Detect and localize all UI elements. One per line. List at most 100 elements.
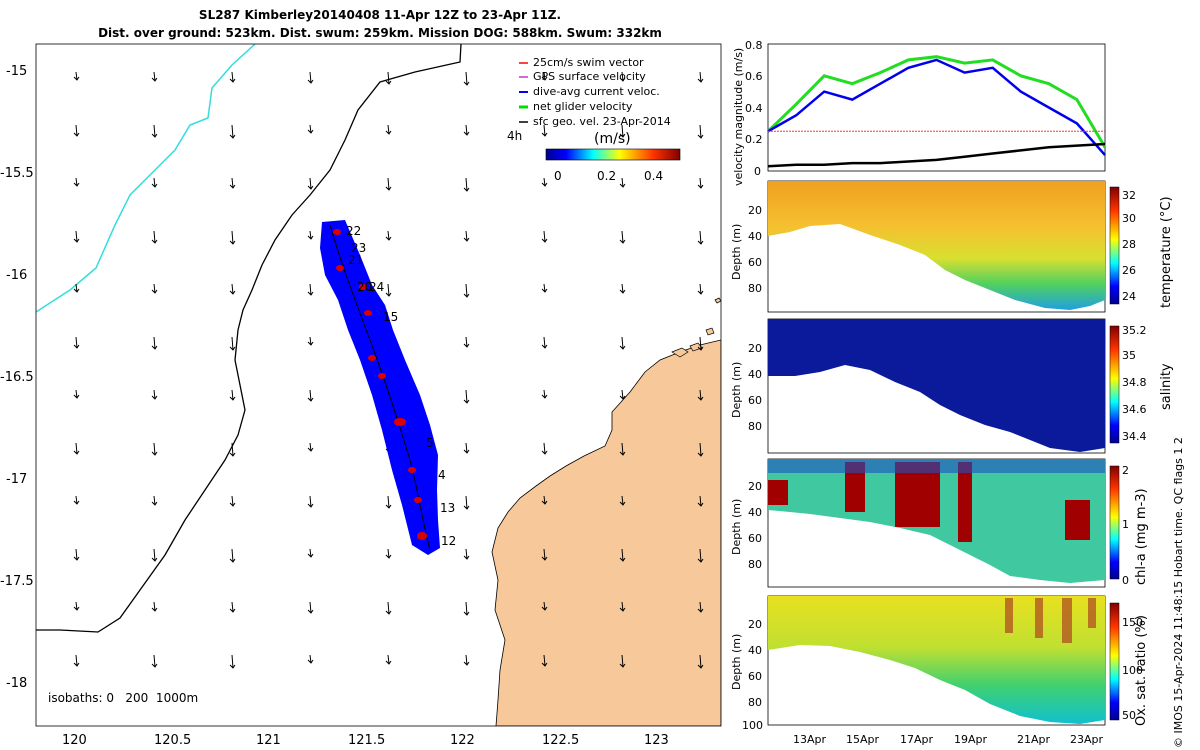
velocity-arrow [541, 495, 548, 505]
velocity-arrow [619, 124, 626, 138]
velocity-arrow [619, 548, 626, 562]
velocity-arrow [73, 230, 80, 243]
date-tick: 13Apr [793, 733, 827, 746]
isobath-1000m [36, 44, 256, 313]
velocity-arrow [541, 389, 548, 399]
series-line-net-glider-velocity [766, 55, 1107, 148]
velocity-arrow [541, 336, 548, 349]
cbar-tick: 30 [1122, 212, 1136, 225]
velocity-panel: 0 0.2 0.4 0.6 0.8 velocity magnitude (m/… [732, 39, 1107, 186]
velocity-arrow [73, 495, 80, 505]
imos-credit-note: © IMOS 15-Apr-2024 11:48:15 Hobart time.… [1172, 437, 1185, 748]
vel-ytick: 0.2 [745, 133, 763, 146]
depth-tick: 20 [748, 342, 762, 355]
depth-tick: 40 [748, 368, 762, 381]
velocity-arrow [619, 389, 626, 400]
isobaths-label: isobaths: 0 200 1000m [48, 691, 198, 705]
velocity-arrow [307, 124, 314, 134]
velocity-arrow [307, 177, 314, 190]
velocity-arrow [73, 548, 80, 561]
velocity-arrow [73, 442, 80, 455]
velocity-arrow [385, 601, 392, 615]
velocity-arrow [619, 654, 626, 668]
velocity-arrow [229, 71, 236, 83]
velocity-arrow [697, 389, 704, 401]
chla-panel [767, 458, 1120, 588]
velocity-arrow [229, 389, 236, 401]
cbar-tick: 35.2 [1122, 324, 1147, 337]
lat-tick: -16 [6, 268, 27, 283]
velocity-arrow [541, 442, 548, 455]
cbar-label: salinity [1159, 363, 1174, 410]
cbar-tick: 0 [1122, 574, 1129, 587]
velocity-arrow [385, 283, 392, 297]
oxygen-field [768, 596, 1105, 724]
cbar-label: chl-a (mg m-3) [1134, 488, 1149, 585]
temperature-panel [767, 180, 1120, 313]
velocity-arrow [541, 283, 548, 293]
velocity-arrow [307, 548, 314, 558]
velocity-arrow [229, 177, 236, 189]
day-label: 15 [383, 310, 398, 324]
velocity-arrow [463, 495, 470, 510]
velocity-arrow [307, 230, 314, 240]
lon-tick: 120.5 [154, 733, 191, 748]
lon-tick: 122.5 [542, 733, 579, 748]
velocity-arrow [463, 336, 470, 348]
velocity-arrow [151, 283, 158, 294]
day-label: 23 [351, 241, 366, 255]
depth-tick: 80 [748, 282, 762, 295]
velocity-arrow [385, 124, 392, 135]
oxygen-panel [767, 595, 1120, 726]
velocity-arrow [385, 230, 392, 241]
velocity-arrow [385, 71, 392, 85]
vel-ylabel: velocity magnitude (m/s) [732, 48, 745, 186]
velocity-arrow [73, 71, 80, 81]
velocity-arrow [697, 124, 704, 139]
lat-tick: -17.5 [0, 574, 34, 589]
velocity-arrow [307, 389, 314, 402]
velocity-arrow [619, 177, 626, 188]
lat-tick: -18 [6, 676, 27, 691]
depth-ylabel: Depth (m) [730, 499, 743, 555]
cbar-tick: 34.4 [1122, 430, 1147, 443]
salinity-field [768, 319, 1105, 452]
depth-tick: 60 [748, 670, 762, 683]
colorbar-tick: 0.4 [644, 169, 663, 183]
velocity-arrow [229, 124, 236, 139]
day-label: 4 [438, 468, 446, 482]
velocity-arrow [463, 177, 470, 192]
isobath-200m [36, 44, 462, 633]
cbar-tick: 100 [1122, 664, 1143, 677]
depth-tick: 20 [748, 204, 762, 217]
velocity-arrow [697, 654, 704, 669]
velocity-arrow [619, 495, 626, 506]
velocity-arrow [151, 442, 158, 456]
depth-tick: 40 [748, 506, 762, 519]
day-label: 24 [369, 280, 384, 294]
velocity-arrow [463, 654, 470, 666]
velocity-arrow [229, 442, 236, 457]
depth-tick: 20 [748, 480, 762, 493]
velocity-arrow [151, 71, 158, 82]
velocity-arrow [541, 654, 548, 667]
velocity-arrow [307, 71, 314, 84]
cbar-tick: 2 [1122, 464, 1129, 477]
velocity-arrow [73, 601, 80, 611]
velocity-arrow [463, 442, 470, 454]
velocity-arrow [151, 230, 158, 244]
velocity-arrow [541, 71, 548, 81]
velocity-arrow [697, 71, 704, 83]
velocity-arrow [229, 495, 236, 507]
velocity-arrow [307, 336, 314, 346]
velocity-arrow [697, 442, 704, 457]
date-tick: 21Apr [1017, 733, 1051, 746]
velocity-arrow [151, 124, 158, 138]
legend-entry: GPS surface velocity [533, 70, 646, 83]
vel-ytick: 0 [754, 165, 761, 178]
land-mass [491, 339, 721, 726]
velocity-arrow [697, 601, 704, 613]
velocity-arrow [229, 230, 236, 245]
velocity-arrow [541, 230, 548, 243]
depth-tick: 40 [748, 644, 762, 657]
